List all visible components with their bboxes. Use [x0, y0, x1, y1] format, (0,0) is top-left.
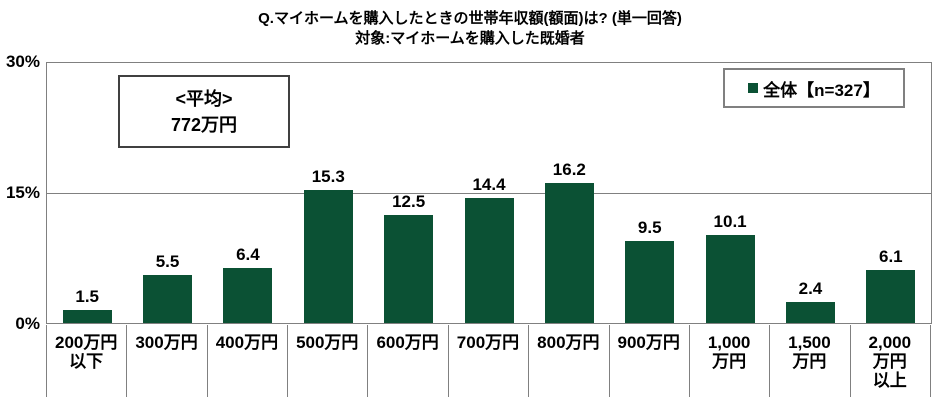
- x-axis: 200万円 以下 300万円 400万円 500万円 600万円 700万円 800万円 90…: [46, 324, 932, 400]
- bar-5: [384, 214, 434, 323]
- x-category-label-8: 900万円: [617, 333, 680, 352]
- bar-3: [223, 267, 273, 323]
- y-tick-15: 15%: [5, 183, 40, 202]
- average-box: <平均> 772万円: [118, 75, 290, 148]
- bar-11: [866, 270, 916, 323]
- bar-value-label-9: 10.1: [713, 212, 747, 232]
- average-label: <平均>: [175, 88, 233, 109]
- x-axis-tick: [287, 325, 289, 397]
- average-value: 772万円: [170, 114, 238, 135]
- legend: 全体【n=327】: [723, 68, 905, 108]
- bar-4: [303, 190, 353, 323]
- x-category-label-11: 2,000 万円 以上: [868, 333, 912, 390]
- x-category-label-9: 1,000 万円: [707, 333, 751, 371]
- bar-value-label-10: 2.4: [798, 279, 823, 299]
- bar-value-label-1: 1.5: [75, 287, 99, 306]
- bar-6: [464, 198, 514, 323]
- bar-1: [62, 310, 112, 323]
- x-axis-tick: [688, 325, 690, 397]
- bar-8: [625, 240, 675, 323]
- bar-2: [143, 275, 193, 323]
- x-category-label-10: 1,500 万円: [788, 333, 831, 371]
- bar-value-label-6: 14.4: [472, 175, 506, 195]
- y-tick-30: 30%: [5, 52, 40, 71]
- x-axis-tick: [528, 325, 530, 397]
- x-axis-tick: [126, 325, 128, 397]
- x-category-label-2: 300万円: [135, 333, 198, 352]
- x-category-label-5: 600万円: [376, 333, 439, 352]
- x-axis-tick: [206, 325, 208, 397]
- bar-value-label-5: 12.5: [392, 191, 426, 211]
- x-category-label-7: 800万円: [537, 333, 600, 352]
- x-category-label-6: 700万円: [456, 333, 520, 352]
- x-axis-tick: [46, 325, 47, 397]
- x-axis-tick: [849, 325, 851, 397]
- x-category-label-3: 400万円: [215, 333, 279, 352]
- bar-value-label-8: 9.5: [637, 217, 662, 237]
- x-axis-tick: [447, 325, 449, 397]
- bar-7: [544, 182, 594, 323]
- chart-subtitle: 対象:マイホームを購入した既婚者: [355, 30, 585, 47]
- x-category-label-1: 200万円 以下: [54, 333, 118, 371]
- legend-label: 全体【n=327】: [763, 80, 880, 100]
- bar-value-label-3: 6.4: [236, 244, 260, 264]
- x-category-label-4: 500万円: [296, 333, 359, 352]
- bar-value-label-4: 15.3: [311, 167, 345, 187]
- bar-value-label-11: 6.1: [878, 247, 903, 267]
- x-axis-tick: [930, 325, 931, 397]
- x-axis-tick: [367, 325, 369, 397]
- gridline-15-percent: [47, 193, 931, 194]
- chart-title: Q.マイホームを購入したときの世帯年収額(額面)は? (単一回答): [258, 10, 682, 27]
- bar-value-label-7: 16.2: [552, 159, 586, 179]
- bar-10: [785, 302, 835, 323]
- legend-marker-icon: [748, 83, 759, 93]
- bar-value-label-2: 5.5: [155, 252, 180, 272]
- x-axis-tick: [769, 325, 771, 397]
- x-axis-tick: [608, 325, 610, 397]
- y-tick-0: 0%: [15, 314, 40, 333]
- bar-9: [705, 235, 755, 323]
